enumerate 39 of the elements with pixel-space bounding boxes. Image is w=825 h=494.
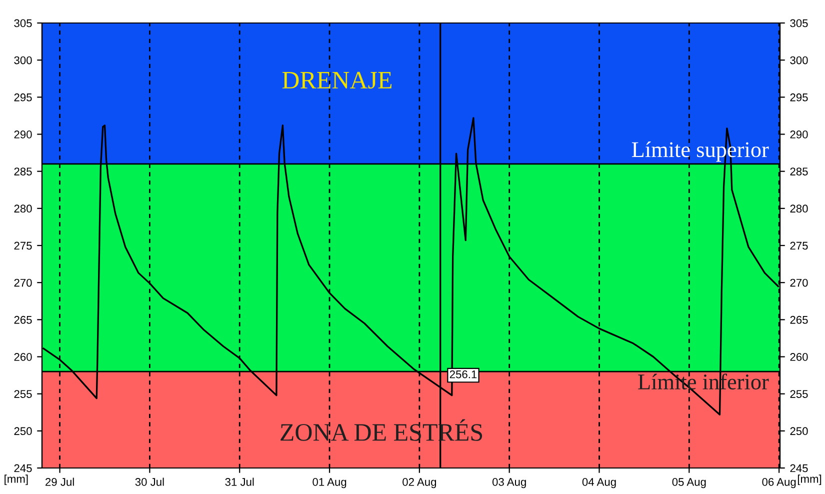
- y-tick-label: 290: [14, 130, 32, 138]
- y-tick-label: 280: [14, 204, 32, 213]
- y2-tick-label: 270: [790, 278, 808, 287]
- y2-tick-label: 305: [790, 19, 808, 28]
- y2-tick-label: 275: [790, 242, 808, 250]
- x-tick-label: 03 Aug: [492, 478, 526, 488]
- y2-tick-label: 265: [790, 316, 808, 324]
- y2-tick-label: 250: [790, 427, 808, 436]
- y2-axis-title: [mm]: [798, 474, 822, 486]
- x-tick-label: 30 Jul: [135, 478, 164, 486]
- x-tick-label: 05 Aug: [672, 478, 706, 488]
- y-tick-label: 275: [14, 242, 32, 250]
- y-tick-label: 255: [14, 390, 32, 398]
- y-tick-label: 250: [14, 427, 32, 436]
- y-tick-label: 295: [14, 93, 32, 102]
- x-tick-label: 06 Aug: [762, 478, 796, 488]
- x-tick-label: 02 Aug: [402, 478, 436, 488]
- y2-tick-label: 260: [790, 353, 808, 361]
- ref-line-label: 256.1: [450, 370, 477, 378]
- y2-tick-label: 290: [790, 130, 808, 138]
- x-tick-label: 31 Jul: [225, 478, 254, 486]
- y2-tick-label: 300: [790, 56, 808, 64]
- y-axis-title: [mm]: [4, 474, 28, 486]
- y-tick-label: 300: [14, 56, 32, 64]
- y2-tick-label: 280: [790, 204, 808, 213]
- x-tick-label: 01 Aug: [312, 478, 346, 488]
- y2-tick-label: 245: [790, 464, 808, 472]
- y-tick-label: 245: [14, 464, 32, 472]
- x-tick-label: 04 Aug: [582, 478, 616, 488]
- y2-tick-label: 255: [790, 390, 808, 398]
- y-tick-label: 305: [14, 19, 32, 28]
- y2-tick-label: 295: [790, 93, 808, 102]
- x-tick-label: 29 Jul: [46, 478, 74, 486]
- band-label: DRENAJE: [282, 72, 392, 89]
- y2-tick-label: 285: [790, 168, 808, 176]
- y-tick-label: 265: [14, 316, 32, 324]
- y-tick-label: 260: [14, 353, 32, 361]
- y-tick-label: 270: [14, 278, 32, 287]
- y-tick-label: 285: [14, 168, 32, 176]
